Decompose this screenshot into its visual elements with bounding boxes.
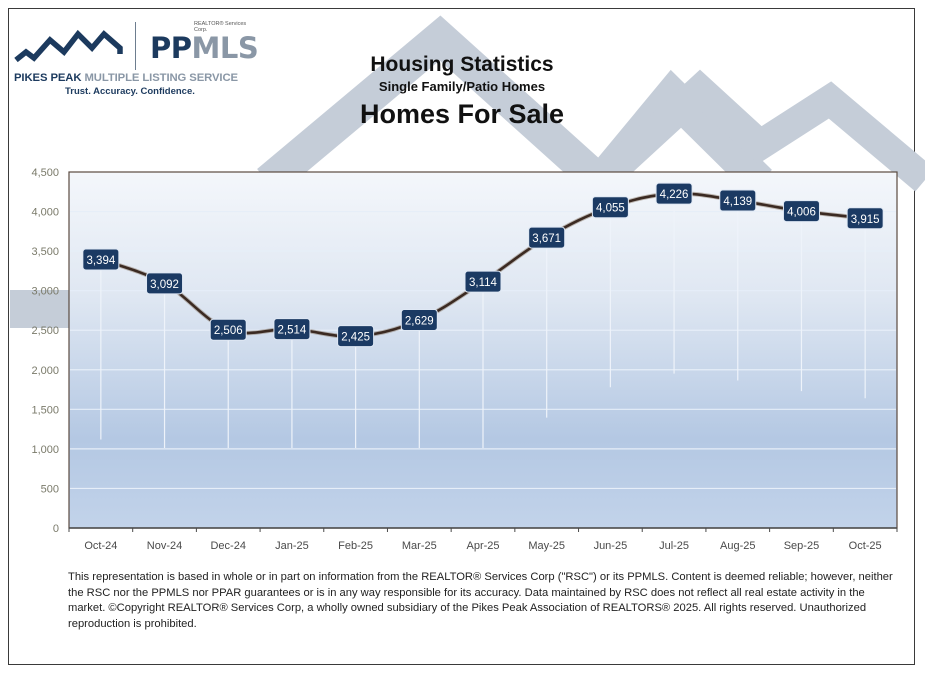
data-label-text: 3,915 <box>851 214 880 226</box>
data-label-box <box>782 200 820 223</box>
data-label: 2,425 <box>337 325 375 348</box>
x-tick-label: Mar-25 <box>402 540 437 552</box>
x-axis: Oct-24 Nov-24 Dec-24 Jan-25 Feb-25 Mar-25 Apr-… <box>68 527 898 552</box>
x-tick-label: Oct-24 <box>84 540 117 552</box>
data-label: 2,506 <box>209 318 247 341</box>
data-label-text: 2,514 <box>278 325 307 337</box>
y-tick-label: 4,000 <box>31 207 59 219</box>
data-label: 4,226 <box>655 182 693 205</box>
data-label: 2,629 <box>400 309 438 332</box>
chart-title: Homes For Sale <box>359 99 565 129</box>
org-name-light: MULTIPLE LISTING SERVICE <box>84 72 238 84</box>
data-label-text: 2,506 <box>214 325 243 337</box>
brand-pp: PP <box>150 31 192 65</box>
data-label-box <box>337 325 375 348</box>
y-tick-label: 1,500 <box>31 404 59 416</box>
page-subtitle: Single Family/Patio Homes <box>378 79 546 94</box>
data-label: 3,092 <box>146 272 184 295</box>
y-tick-label: 0 <box>53 523 59 535</box>
data-label: 3,114 <box>464 270 502 293</box>
data-label-text: 4,006 <box>787 207 816 219</box>
x-tick-label: Nov-24 <box>147 540 182 552</box>
data-label-text: 4,226 <box>660 189 689 201</box>
data-label-box <box>846 207 884 230</box>
data-label-box <box>209 318 247 341</box>
data-label-box <box>528 226 566 249</box>
x-tick-label: Apr-25 <box>466 540 499 552</box>
y-tick-label: 3,500 <box>31 246 59 258</box>
org-name: PIKES PEAK MULTIPLE LISTING SERVICE <box>14 72 238 84</box>
x-tick-label: Sep-25 <box>784 540 819 552</box>
x-tick-label: May-25 <box>528 540 565 552</box>
data-label-box <box>146 272 184 295</box>
x-tick-label: Aug-25 <box>720 540 755 552</box>
x-tick-label: Jun-25 <box>594 540 628 552</box>
title-block: Housing Statistics Single Family/Patio H… <box>262 52 662 131</box>
mountain-logo-icon <box>14 29 123 63</box>
data-label-text: 3,671 <box>532 233 561 245</box>
data-label: 3,915 <box>846 207 884 230</box>
y-tick-label: 3,000 <box>31 286 59 298</box>
data-label: 3,671 <box>528 226 566 249</box>
brand-mls: MLS <box>191 31 259 65</box>
data-label-box <box>655 182 693 205</box>
data-label-text: 3,394 <box>86 255 115 267</box>
y-tick-label: 2,000 <box>31 365 59 377</box>
gridlines <box>70 210 896 490</box>
x-tick-label: Dec-24 <box>210 540 245 552</box>
y-tick-label: 1,000 <box>31 444 59 456</box>
data-label-box <box>273 318 311 341</box>
x-tick-label: Jul-25 <box>659 540 689 552</box>
y-axis: 0 500 1,000 1,500 2,000 2,500 3,000 3,500 4,000 4… <box>31 167 59 535</box>
y-tick-label: 2,500 <box>31 325 59 337</box>
y-tick-label: 4,500 <box>31 167 59 179</box>
ppmls-wordmark: PPMLS <box>150 31 259 65</box>
data-label-text: 2,425 <box>341 332 370 344</box>
data-label-box <box>82 248 120 271</box>
data-label: 3,394 <box>82 248 120 271</box>
org-name-bold: PIKES PEAK <box>14 72 82 84</box>
x-tick-label: Jan-25 <box>275 540 309 552</box>
data-label-text: 3,114 <box>469 277 498 289</box>
data-label-box <box>464 270 502 293</box>
data-label-box <box>591 196 629 219</box>
data-label-box <box>719 189 757 212</box>
tagline: Trust. Accuracy. Confidence. <box>65 86 195 97</box>
disclaimer-text: This representation is based in whole or… <box>68 571 893 630</box>
data-label: 2,514 <box>273 318 311 341</box>
data-label: 4,139 <box>719 189 757 212</box>
data-label-text: 2,629 <box>405 316 434 328</box>
data-label-text: 4,055 <box>596 203 625 215</box>
ppmls-logo: REALTOR® Services Corp. PPMLS PIKES PEAK… <box>12 18 259 100</box>
y-tick-label: 500 <box>41 483 59 495</box>
data-label-box <box>400 309 438 332</box>
data-label-text: 3,092 <box>150 279 179 291</box>
drop-lines <box>100 203 866 448</box>
page-title: Housing Statistics <box>370 53 554 76</box>
x-tick-label: Oct-25 <box>849 540 882 552</box>
data-label-text: 4,139 <box>723 196 752 208</box>
data-label: 4,055 <box>591 196 629 219</box>
data-label: 4,006 <box>782 200 820 223</box>
data-labels: 3,394 3,092 2,506 2,514 2,425 2,629 3,114 3,671… <box>82 182 884 348</box>
x-tick-label: Feb-25 <box>338 540 373 552</box>
logo-divider <box>135 22 136 70</box>
rsc-label: REALTOR® Services Corp. <box>194 21 247 33</box>
